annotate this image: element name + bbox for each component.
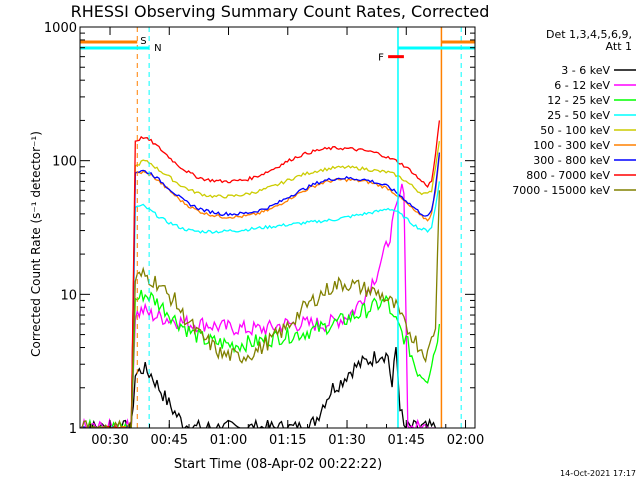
legend-label-7: 300 - 800 keV bbox=[533, 154, 610, 167]
x-tick-label-7: 02:00 bbox=[447, 433, 484, 448]
legend-label-2: 6 - 12 keV bbox=[554, 79, 610, 92]
n-marker-label: N bbox=[154, 43, 161, 54]
y-tick-label-1: 1 bbox=[69, 422, 77, 437]
x-tick-label-3: 01:00 bbox=[210, 433, 247, 448]
flare-marker-label: F bbox=[378, 53, 384, 64]
series-line-9 bbox=[80, 190, 441, 428]
y-tick-label-2: 10 bbox=[60, 288, 77, 303]
legend-label-3: 12 - 25 keV bbox=[547, 94, 610, 107]
y-axis-label: Corrected Count Rate (s⁻¹ detector⁻¹) bbox=[29, 131, 43, 357]
chart-title: RHESSI Observing Summary Count Rates, Co… bbox=[71, 2, 490, 21]
x-axis: 00:30 00:45 01:00 01:15 01:30 01:45 02:00 bbox=[89, 27, 484, 448]
legend-label-4: 25 - 50 keV bbox=[547, 109, 610, 122]
x-axis-label: Start Time (08-Apr-02 00:22:22) bbox=[174, 457, 382, 472]
series-line-1 bbox=[80, 347, 437, 428]
legend-label-1: 3 - 6 keV bbox=[561, 64, 610, 77]
plot-area: SN F bbox=[79, 26, 476, 429]
x-tick-label-5: 01:30 bbox=[328, 433, 365, 448]
legend-label-6: 100 - 300 keV bbox=[533, 139, 610, 152]
y-axis: 1 10 100 1000 bbox=[44, 21, 475, 437]
series-line-3 bbox=[80, 289, 441, 428]
y-tick-label-4: 1000 bbox=[44, 21, 77, 36]
x-tick-label-1: 00:30 bbox=[91, 433, 128, 448]
legend-title-line-1: Det 1,3,4,5,6,9, bbox=[546, 28, 632, 41]
legend-label-8: 800 - 7000 keV bbox=[526, 169, 610, 182]
series-line-6 bbox=[80, 155, 441, 428]
series-line-8 bbox=[80, 120, 441, 428]
x-tick-label-6: 01:45 bbox=[388, 433, 425, 448]
series-line-4 bbox=[80, 181, 441, 428]
plot-frame bbox=[79, 26, 476, 429]
legend-label-5: 50 - 100 keV bbox=[540, 124, 610, 137]
series-line-7 bbox=[80, 152, 441, 428]
x-tick-label-4: 01:15 bbox=[269, 433, 306, 448]
legend: Det 1,3,4,5,6,9,Att 1 3 - 6 keV 6 - 12 keV… bbox=[512, 28, 636, 197]
series-line-2 bbox=[80, 183, 436, 428]
legend-title-line-2: Att 1 bbox=[606, 40, 632, 53]
legend-label-9: 7000 - 15000 keV bbox=[512, 184, 610, 197]
y-tick-label-3: 100 bbox=[52, 155, 77, 170]
series-group bbox=[80, 120, 441, 428]
s-marker-label: S bbox=[140, 36, 146, 47]
footer-date: 14-Oct-2021 17:17 bbox=[560, 469, 636, 478]
x-tick-label-2: 00:45 bbox=[151, 433, 188, 448]
series-line-5 bbox=[80, 141, 441, 428]
